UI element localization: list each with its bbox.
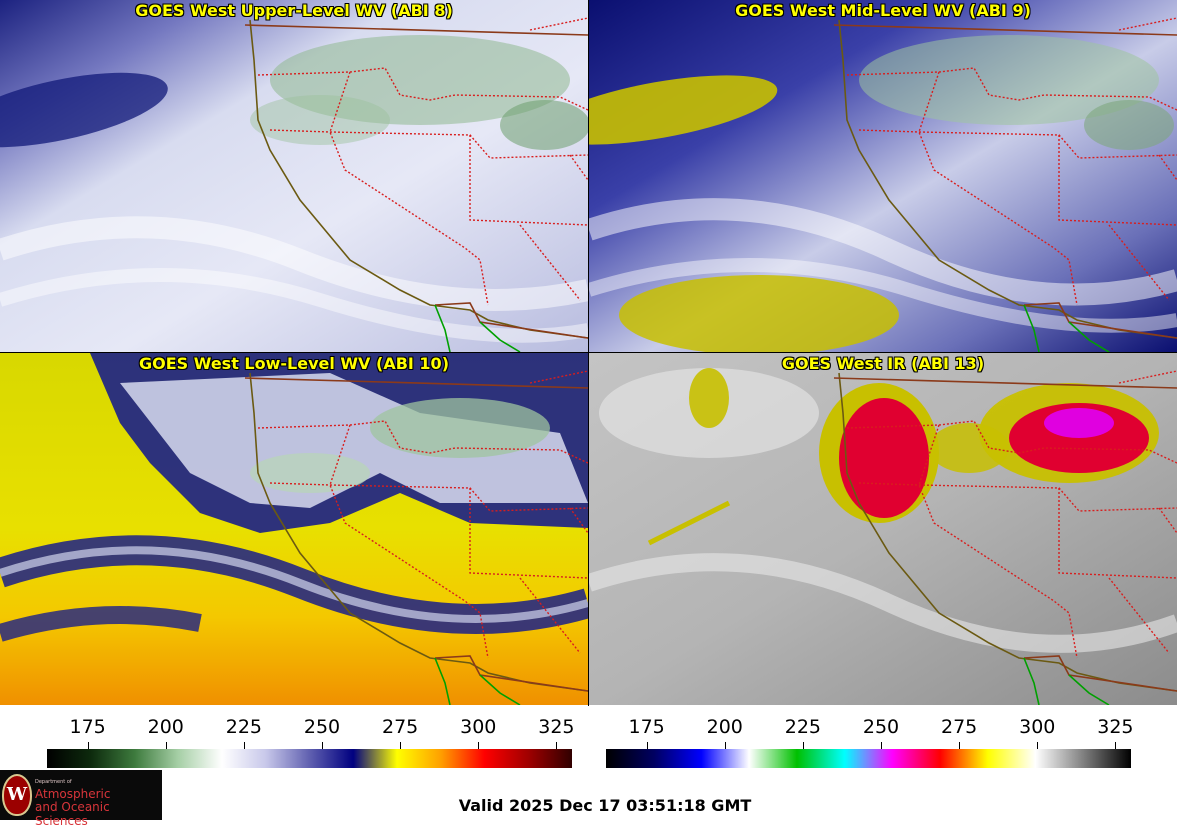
colorbar-tick-label: 175 — [69, 716, 106, 738]
logo-line-1: Atmospheric — [35, 787, 111, 801]
aos-logo: W Department of Atmospheric and Oceanic … — [0, 770, 162, 828]
colorbar-tick-label: 175 — [628, 716, 665, 738]
colorbar-tick — [881, 742, 882, 749]
logo-line-2: and Oceanic Sciences — [35, 800, 110, 828]
panel-divider-horizontal — [0, 352, 1177, 353]
colorbar-tick-label: 300 — [460, 716, 497, 738]
mid-level-wv-image — [589, 0, 1177, 352]
mid-level-wv-panel: GOES West Mid-Level WV (ABI 9) — [589, 0, 1177, 352]
panel-title: GOES West IR (ABI 13) — [781, 354, 985, 373]
colorbar-tick-label: 325 — [1097, 716, 1134, 738]
infrared-panel: GOES West IR (ABI 13) — [589, 353, 1177, 705]
colorbar-tick-label: 300 — [1019, 716, 1056, 738]
low-level-wv-panel: GOES West Low-Level WV (ABI 10) — [0, 353, 588, 705]
valid-time: Valid 2025 Dec 17 03:51:18 GMT — [458, 796, 752, 815]
colorbar-tick — [400, 742, 402, 749]
colorbar-tick-label: 250 — [862, 716, 900, 738]
colorbar-tick — [724, 742, 726, 749]
upper-level-wv-panel: GOES West Upper-Level WV (ABI 8) — [0, 0, 588, 352]
colorbar-tick — [1115, 742, 1117, 749]
low-level-wv-image — [0, 353, 588, 705]
colorbar-tick — [87, 742, 89, 749]
infrared-image — [589, 353, 1177, 705]
colorbar-tick-label: 250 — [303, 716, 341, 738]
colorbar-tick — [322, 742, 323, 749]
colorbar-tick — [165, 742, 167, 749]
colorbar-tick — [959, 742, 961, 749]
panel-title: GOES West Mid-Level WV (ABI 9) — [735, 1, 1031, 20]
colorbar-tick — [646, 742, 648, 749]
panel-title: GOES West Low-Level WV (ABI 10) — [138, 354, 449, 373]
colorbar-tick — [478, 742, 480, 749]
uw-seal-icon: W — [2, 774, 32, 816]
water-vapor-colorbar — [47, 749, 572, 768]
logo-department: Department of — [35, 779, 72, 785]
panel-title: GOES West Upper-Level WV (ABI 8) — [135, 1, 453, 20]
colorbar-tick — [243, 742, 245, 749]
panel-divider-vertical — [588, 0, 589, 706]
colorbar-tick — [556, 742, 558, 749]
colorbar-tick-label: 325 — [538, 716, 575, 738]
colorbar-tick-label: 275 — [940, 716, 978, 738]
infrared-colorbar — [606, 749, 1131, 768]
colorbar-tick-label: 200 — [706, 716, 743, 738]
colorbar-tick-label: 225 — [225, 716, 262, 738]
colorbar-tick-label: 225 — [784, 716, 821, 738]
colorbar-tick-label: 200 — [147, 716, 184, 738]
colorbar-tick — [802, 742, 804, 749]
upper-level-wv-image — [0, 0, 588, 352]
colorbar-tick — [1037, 742, 1039, 749]
colorbar-tick-label: 275 — [381, 716, 419, 738]
